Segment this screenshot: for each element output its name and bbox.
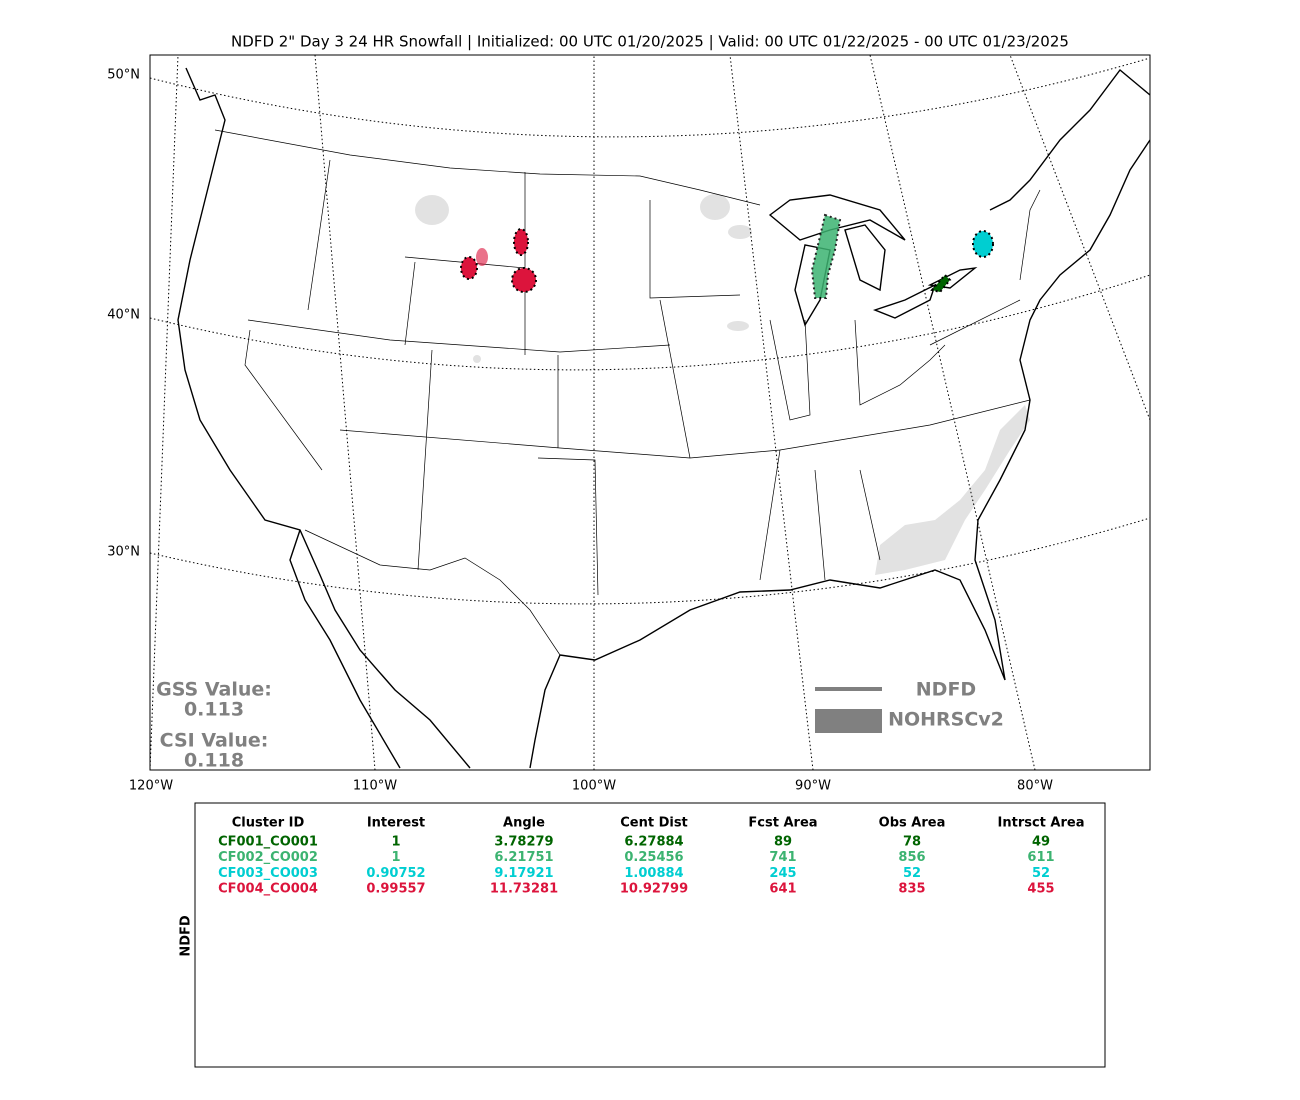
lat-label: 40°N bbox=[107, 308, 140, 323]
clusters bbox=[460, 213, 994, 299]
csi-label: CSI Value: bbox=[160, 730, 269, 752]
table-cell: 856 bbox=[898, 850, 925, 865]
table-header: Cluster ID bbox=[232, 816, 305, 831]
table-cell: CF002_CO002 bbox=[218, 850, 318, 865]
meridian bbox=[150, 55, 179, 770]
table-cell: 1 bbox=[391, 835, 400, 850]
table-cell: 0.25456 bbox=[624, 850, 683, 865]
table-cell: 741 bbox=[769, 850, 796, 865]
table-cell: 611 bbox=[1027, 850, 1054, 865]
table-cell: 6.27884 bbox=[624, 835, 683, 850]
table-cell: 245 bbox=[769, 866, 796, 881]
cluster bbox=[810, 213, 842, 299]
table-cell: 10.92799 bbox=[620, 882, 688, 897]
table-cell: 641 bbox=[769, 882, 796, 897]
table-cell: 835 bbox=[898, 882, 925, 897]
table-cell: 3.78279 bbox=[494, 835, 553, 850]
gss-value: 0.113 bbox=[184, 699, 244, 721]
table-cell: CF001_CO001 bbox=[218, 835, 318, 850]
table-cell: 9.17921 bbox=[494, 866, 553, 881]
legend-label: NDFD bbox=[916, 679, 976, 701]
map-frame bbox=[149, 54, 1151, 771]
csi-value: 0.118 bbox=[184, 750, 244, 772]
title: NDFD 2" Day 3 24 HR Snowfall | Initializ… bbox=[231, 33, 1069, 51]
table-frame bbox=[194, 802, 1106, 1068]
table-cell: 1.00884 bbox=[624, 866, 683, 881]
table-cell: 11.73281 bbox=[490, 882, 558, 897]
parallel bbox=[150, 517, 1150, 605]
table-header: Fcst Area bbox=[748, 816, 817, 831]
table-cell: 78 bbox=[903, 835, 921, 850]
cluster bbox=[476, 248, 488, 266]
table-cell: 1 bbox=[391, 850, 400, 865]
cluster bbox=[513, 228, 529, 256]
table-cell: 0.99557 bbox=[366, 882, 425, 897]
table-header: Cent Dist bbox=[620, 816, 688, 831]
cluster bbox=[460, 256, 478, 280]
lon-label: 120°W bbox=[129, 779, 173, 794]
table-cell: 52 bbox=[1032, 866, 1050, 881]
scores: GSS Value: 0.113 CSI Value: 0.118 bbox=[156, 679, 272, 772]
table-cell: 455 bbox=[1027, 882, 1054, 897]
parallel bbox=[150, 57, 1150, 138]
table-header: Angle bbox=[503, 816, 545, 831]
table-header: Intrsct Area bbox=[998, 816, 1085, 831]
parallel bbox=[150, 274, 1150, 371]
obs-areas bbox=[415, 194, 1030, 575]
lakes bbox=[768, 194, 978, 327]
table-cell: 6.21751 bbox=[494, 850, 553, 865]
table-cell: CF004_CO004 bbox=[218, 882, 318, 897]
legend-label: NOHRSCv2 bbox=[888, 709, 1004, 731]
lon-label: 90°W bbox=[795, 779, 831, 794]
table-side-label: NDFD bbox=[179, 915, 194, 957]
lat-labels: 50°N 40°N 30°N bbox=[107, 68, 140, 560]
table-header: Obs Area bbox=[879, 816, 946, 831]
lon-label: 110°W bbox=[353, 779, 397, 794]
table: NDFD Cluster ID Interest Angle Cent Dist Fcs… bbox=[179, 802, 1106, 1068]
meridian bbox=[1009, 55, 1150, 421]
gss-label: GSS Value: bbox=[156, 679, 272, 701]
cluster bbox=[972, 230, 994, 258]
table-header: Interest bbox=[367, 816, 425, 831]
map: 50°N 40°N 30°N 120°W 110°W 100°W 90°W 80… bbox=[107, 54, 1151, 794]
table-cell: 0.90752 bbox=[366, 866, 425, 881]
table-cell: 89 bbox=[774, 835, 792, 850]
lat-label: 30°N bbox=[107, 545, 140, 560]
lon-labels: 120°W 110°W 100°W 90°W 80°W bbox=[129, 779, 1053, 794]
legend-patch bbox=[815, 709, 882, 733]
table-cell: CF003_CO003 bbox=[218, 866, 318, 881]
borders bbox=[214, 129, 1041, 656]
cluster bbox=[511, 267, 537, 293]
legend: NDFD NOHRSCv2 bbox=[815, 679, 1004, 733]
lon-label: 100°W bbox=[572, 779, 616, 794]
table-cell: 49 bbox=[1032, 835, 1050, 850]
lat-label: 50°N bbox=[107, 68, 140, 83]
coastline bbox=[177, 67, 1150, 769]
table-cell: 52 bbox=[903, 866, 921, 881]
lon-label: 80°W bbox=[1017, 779, 1053, 794]
cluster bbox=[930, 273, 952, 294]
